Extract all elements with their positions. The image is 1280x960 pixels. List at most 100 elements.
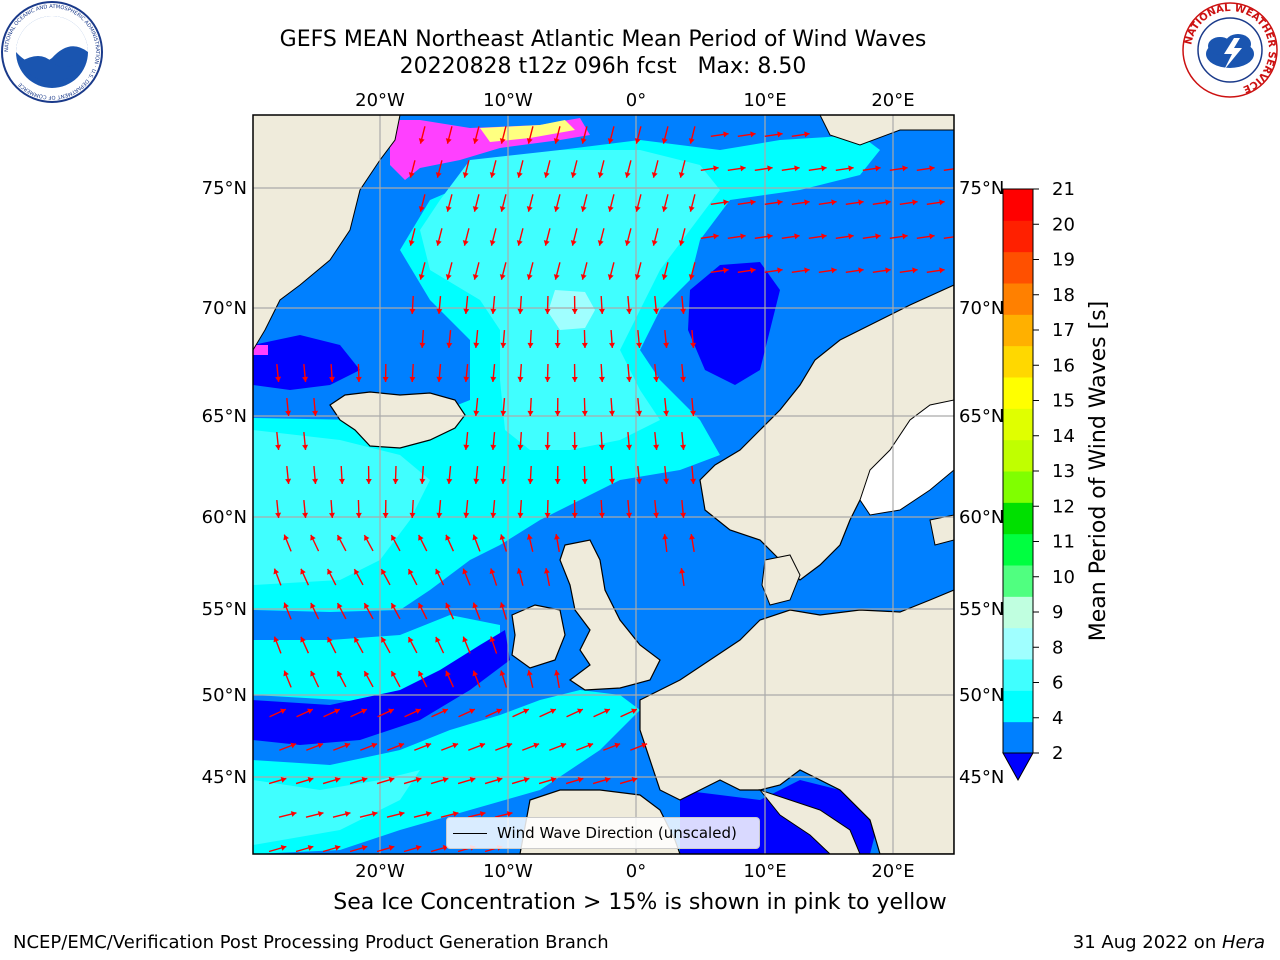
- wave-direction-arrowhead: [553, 206, 560, 212]
- wave-direction-arrowhead: [472, 206, 479, 212]
- wave-direction-arrowhead: [690, 342, 697, 348]
- wave-direction-arrowhead: [958, 671, 964, 677]
- wave-direction-arrowhead: [554, 670, 560, 676]
- wave-direction-arrowhead: [334, 708, 340, 715]
- wave-direction-arrowhead: [604, 776, 611, 783]
- wave-direction-arrowhead: [500, 410, 507, 416]
- colorbar-swatch: [1003, 439, 1033, 472]
- wave-direction-arrowhead: [499, 670, 506, 677]
- wave-direction-arrowhead: [740, 233, 746, 240]
- colorbar-swatch: [1003, 251, 1033, 284]
- wave-direction-arrowhead: [496, 776, 503, 783]
- lon-tick-bottom: 20°E: [871, 861, 914, 882]
- wave-direction-arrowhead: [750, 131, 756, 138]
- wave-direction-arrowhead: [740, 165, 746, 172]
- wave-direction-arrowhead: [371, 811, 378, 817]
- colorbar-swatch: [1003, 345, 1033, 378]
- wave-direction-arrowhead: [499, 274, 506, 280]
- wave-direction-arrowhead: [473, 342, 480, 348]
- wave-direction-arrowhead: [479, 742, 486, 749]
- wave-direction-arrowhead: [723, 267, 729, 274]
- wave-direction-arrowhead: [663, 410, 670, 416]
- wave-direction-arrowhead: [661, 274, 668, 280]
- wave-direction-arrowhead: [425, 742, 432, 749]
- wave-direction-arrowhead: [571, 512, 578, 518]
- wave-direction-arrowhead: [526, 670, 533, 676]
- wave-direction-arrowhead: [550, 708, 556, 715]
- wave-direction-arrowhead: [597, 240, 604, 246]
- lat-tick-left: 45°N: [202, 767, 247, 788]
- wave-direction-arrow: [962, 466, 963, 484]
- wave-direction-arrowhead: [653, 512, 660, 518]
- wave-direction-arrowhead: [285, 410, 292, 416]
- wave-direction-arrowhead: [607, 274, 614, 280]
- wave-direction-arrowhead: [690, 478, 697, 484]
- wave-direction-arrowhead: [452, 742, 459, 749]
- colorbar-swatch: [1003, 690, 1033, 723]
- wave-direction-arrowhead: [750, 199, 756, 206]
- wave-direction-arrowhead: [419, 342, 426, 348]
- wave-direction-arrowhead: [290, 742, 297, 749]
- wave-direction-arrowhead: [543, 240, 550, 246]
- wave-direction-arrowhead: [479, 811, 486, 817]
- colorbar-swatch: [1003, 659, 1033, 691]
- wave-direction-arrowhead: [496, 708, 502, 715]
- wave-direction-arrowhead: [577, 776, 584, 783]
- wave-direction-arrowhead: [875, 233, 881, 240]
- wave-direction-arrowhead: [544, 444, 551, 450]
- wave-direction-arrowhead: [463, 376, 470, 382]
- wave-direction-arrowhead: [408, 240, 415, 246]
- wave-direction-arrowhead: [939, 267, 945, 274]
- wave-direction-arrowhead: [398, 811, 405, 817]
- wave-direction-arrowhead: [663, 342, 670, 348]
- wave-direction-arrowhead: [365, 478, 372, 484]
- lat-tick-right: 70°N: [959, 298, 1004, 319]
- wave-direction-arrowhead: [679, 568, 686, 574]
- wave-direction-arrowhead: [966, 199, 971, 205]
- wave-direction-arrowhead: [506, 742, 513, 749]
- wave-direction-arrowhead: [408, 569, 414, 575]
- wave-direction-arrowhead: [275, 512, 282, 518]
- colorbar-tick-label: 12: [1052, 496, 1075, 517]
- wave-direction-arrowhead: [614, 742, 621, 749]
- wave-direction-arrowhead: [446, 478, 453, 484]
- wave-direction-arrowhead: [598, 444, 605, 450]
- wave-direction-arrowhead: [328, 376, 335, 382]
- wave-direction-arrow: [962, 330, 963, 348]
- nws-logo: NATIONAL WEATHER SERVICE: [1182, 2, 1278, 98]
- wave-direction-arrowhead: [902, 165, 908, 172]
- wave-direction-arrowhead: [409, 512, 416, 518]
- wave-direction-arrowhead: [337, 535, 343, 541]
- lon-tick-top: 10°W: [483, 90, 533, 111]
- wave-direction-arrowhead: [626, 308, 633, 314]
- lon-tick-top: 20°E: [871, 90, 914, 111]
- wave-direction-arrowhead: [283, 602, 289, 609]
- wave-direction-arrowhead: [435, 568, 441, 575]
- land-finland: [929, 514, 954, 546]
- wave-direction-arrowhead: [409, 308, 416, 314]
- wave-direction-arrowhead: [472, 670, 479, 677]
- wave-direction-arrowhead: [527, 478, 534, 484]
- wave-direction-arrowhead: [777, 199, 783, 206]
- wave-direction-arrowhead: [631, 708, 637, 715]
- date-text: 31 Aug 2022 on: [1072, 932, 1222, 953]
- wave-direction-arrowhead: [527, 342, 534, 348]
- wave-direction-arrowhead: [283, 534, 289, 541]
- wave-direction-arrow: [954, 744, 971, 750]
- wave-direction-arrowhead: [680, 512, 687, 518]
- wave-direction-arrowhead: [290, 811, 297, 817]
- land-svalbard: [819, 115, 954, 146]
- wave-direction-arrowhead: [418, 138, 425, 144]
- land-denmark: [761, 554, 801, 606]
- wave-direction-arrowhead: [344, 742, 351, 749]
- wave-direction-arrowhead: [663, 478, 670, 484]
- wave-direction-arrowhead: [473, 478, 480, 484]
- lat-ticks-right: 75°N 70°N 65°N 60°N 55°N 50°N 45°N: [959, 178, 1004, 788]
- wave-direction-arrowhead: [388, 776, 395, 783]
- colorbar-tick-label: 21: [1052, 179, 1075, 200]
- wave-direction-arrowhead: [804, 199, 810, 206]
- wave-direction-arrowhead: [361, 845, 368, 851]
- wave-direction-arrowhead: [327, 568, 333, 575]
- wave-direction-arrowhead: [636, 410, 643, 416]
- wave-direction-arrowhead: [307, 845, 314, 851]
